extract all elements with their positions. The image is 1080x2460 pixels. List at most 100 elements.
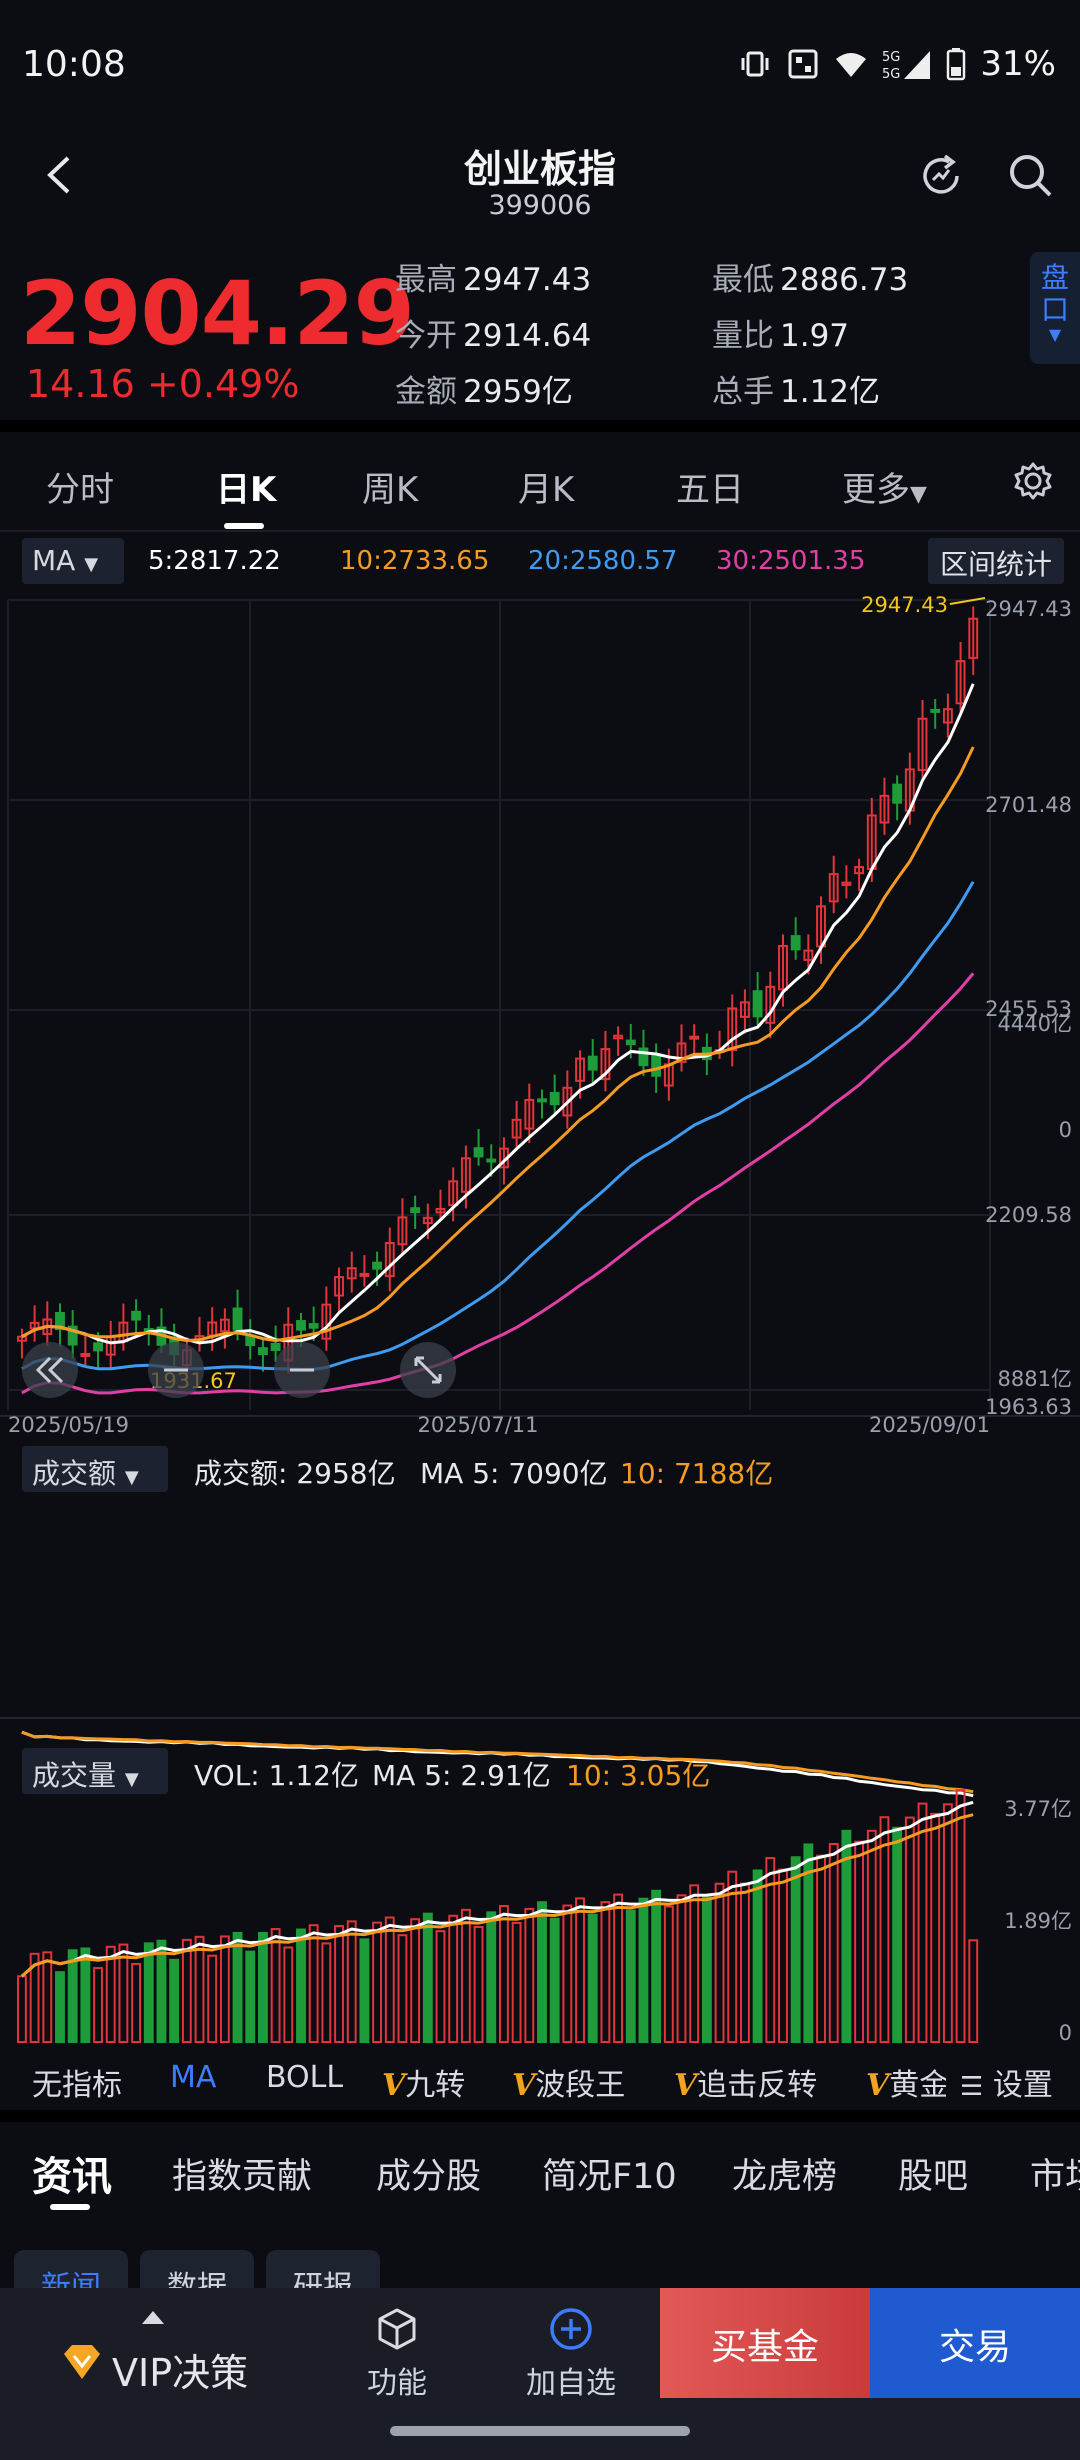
- indicator-jiuzhuan[interactable]: V九转: [382, 2060, 465, 2104]
- buy-fund-button[interactable]: 买基金: [660, 2288, 870, 2398]
- amount-y-label: 4440亿: [998, 1012, 1072, 1036]
- fullscreen-icon[interactable]: [398, 1340, 458, 1400]
- volume-bar: [17, 1975, 27, 2044]
- stat-volume-ratio: 量比 1.97: [712, 318, 850, 354]
- tab-monthly-k[interactable]: 月K: [518, 470, 575, 510]
- volume-bar: [663, 1905, 674, 2043]
- high-annotation-line: [949, 597, 986, 605]
- volume-bar: [410, 1918, 421, 2043]
- status-bar: 10:08 5G 5G 31%: [0, 0, 1080, 130]
- news-tabs: 资讯 指数贡献 成分股 简况F10 龙虎榜 股吧 市场: [0, 2122, 1080, 2214]
- indicator-zhuiji[interactable]: V追击反转: [674, 2060, 817, 2104]
- tab-news[interactable]: 资讯: [32, 2154, 112, 2200]
- chip-data[interactable]: 数据: [140, 2250, 254, 2290]
- volume-bar: [727, 1870, 738, 2043]
- indicator-settings-button[interactable]: ☰ 设置: [956, 2060, 1053, 2104]
- volume-bar: [587, 1913, 598, 2043]
- tab-constituents[interactable]: 成分股: [376, 2157, 482, 2197]
- indicator-boduanwang[interactable]: V波段王: [512, 2060, 625, 2104]
- candle-body: [359, 1272, 370, 1277]
- candle-body: [752, 990, 763, 1018]
- divider: [0, 420, 1080, 432]
- indicator-boll[interactable]: BOLL: [266, 2060, 344, 2095]
- zoom-in-icon[interactable]: [272, 1340, 332, 1400]
- volume-bar: [625, 1909, 636, 2044]
- volume-bar: [283, 1946, 294, 2044]
- volume-bar: [321, 1942, 332, 2044]
- add-favorite-button[interactable]: 加自选: [484, 2288, 658, 2401]
- volume-bar: [232, 1931, 243, 2043]
- vibrate-icon: [741, 51, 769, 77]
- volume-bar: [714, 1882, 725, 2044]
- tab-index-contribution[interactable]: 指数贡献: [172, 2157, 313, 2197]
- candle-body: [892, 783, 903, 804]
- candle-body: [486, 1158, 497, 1163]
- volume-bar: [194, 1935, 205, 2043]
- volume-bar: [651, 1889, 662, 2044]
- gear-icon[interactable]: [1012, 460, 1054, 502]
- volume-bars: [17, 1789, 979, 2044]
- candle-body: [803, 949, 814, 961]
- range-stat-button[interactable]: 区间统计: [928, 538, 1064, 584]
- volume-bar: [131, 1962, 142, 2043]
- candle-body: [258, 1347, 268, 1356]
- volume-bar: [143, 1942, 154, 2043]
- indicator-huangjin[interactable]: V黄金: [866, 2060, 946, 2104]
- pankou-label: 盘口: [1040, 261, 1069, 326]
- current-price: 2904.29: [20, 262, 415, 365]
- candle-body: [575, 1057, 585, 1082]
- chip-news[interactable]: 新闻: [14, 2250, 128, 2290]
- caret-up-icon: [142, 2311, 164, 2324]
- scroll-left-icon[interactable]: [20, 1340, 80, 1400]
- candle-body: [334, 1276, 344, 1297]
- candle-body: [689, 1035, 700, 1040]
- vip-v-icon: V: [674, 2068, 698, 2103]
- volume-bar: [968, 1939, 979, 2043]
- volume-selector[interactable]: 成交量 ▼: [22, 1748, 168, 1794]
- function-button[interactable]: 功能: [312, 2288, 482, 2401]
- tab-more[interactable]: 更多▼: [842, 462, 927, 511]
- candle-body: [270, 1342, 281, 1351]
- amount-selector[interactable]: 成交额 ▼: [22, 1446, 168, 1492]
- tab-intraday[interactable]: 分时: [46, 470, 114, 510]
- pankou-button[interactable]: 盘口 ▼: [1030, 252, 1080, 364]
- nfc-icon: [788, 49, 818, 79]
- back-arrow-icon[interactable]: [40, 150, 80, 200]
- volume-bar: [219, 1935, 230, 2044]
- volume-ma10-line: [20, 1813, 974, 1978]
- vip-decision-button[interactable]: [0, 2288, 310, 2398]
- indicator-label: 九转: [405, 2068, 466, 2103]
- add-favorite-label: 加自选: [526, 2366, 616, 2401]
- volume-bar: [270, 1928, 281, 2043]
- candle-body: [879, 794, 890, 824]
- battery-icon: [947, 48, 966, 81]
- candle-body: [460, 1157, 471, 1193]
- volume-bar: [854, 1840, 865, 2044]
- tab-forum[interactable]: 股吧: [898, 2157, 969, 2197]
- indicator-none[interactable]: 无指标: [32, 2068, 122, 2103]
- tab-dragon-tiger[interactable]: 龙虎榜: [732, 2157, 838, 2197]
- chip-research[interactable]: 研报: [266, 2250, 380, 2290]
- trade-button[interactable]: 交易: [870, 2288, 1080, 2398]
- candle-body: [727, 1007, 738, 1051]
- zoom-out-icon[interactable]: [146, 1340, 206, 1400]
- tab-market[interactable]: 市场: [1030, 2157, 1080, 2197]
- volume-bar: [892, 1826, 903, 2043]
- y-axis-label: 2209.58: [985, 1203, 1072, 1227]
- tab-daily-k[interactable]: 日K: [216, 470, 277, 510]
- indicator-ma[interactable]: MA: [170, 2060, 217, 2095]
- volume-bar: [866, 1829, 877, 2043]
- tab-five-day[interactable]: 五日: [676, 470, 744, 510]
- candle-body: [384, 1242, 395, 1278]
- volume-bar: [537, 1901, 547, 2043]
- volume-bar: [93, 1967, 103, 2043]
- tab-weekly-k[interactable]: 周K: [362, 470, 419, 510]
- ma-selector[interactable]: MA ▼: [22, 538, 124, 584]
- refresh-icon[interactable]: [915, 150, 967, 202]
- high-annotation: 2947.43: [861, 593, 948, 617]
- candles: [17, 606, 979, 1383]
- search-icon[interactable]: [1005, 150, 1057, 202]
- amount-legend-ma5: MA 5: 7090亿: [420, 1457, 608, 1490]
- kline-chart[interactable]: 2947.432701.482455.532209.581963.632025/…: [0, 590, 1080, 2050]
- tab-f10[interactable]: 简况F10: [542, 2157, 677, 2197]
